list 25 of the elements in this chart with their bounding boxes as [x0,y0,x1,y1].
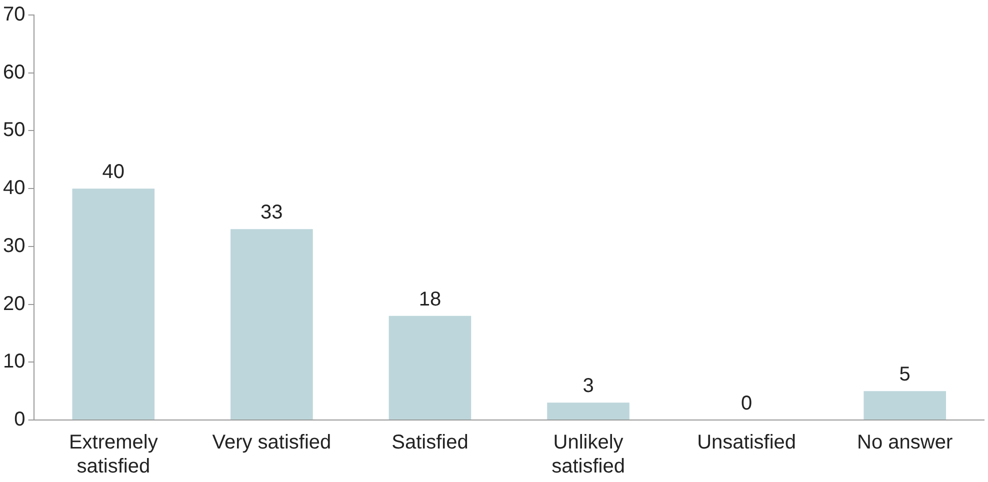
data-label: 40 [102,161,125,184]
y-tick-label: 50 [2,119,26,142]
data-label: 0 [741,392,752,415]
data-label: 33 [260,202,283,224]
y-tick-label: 10 [2,350,26,373]
bar [547,402,630,420]
data-label: 18 [418,288,442,310]
data-label: 5 [899,364,910,386]
bar [388,316,472,420]
y-tick-label: 30 [2,234,26,257]
bar [230,229,313,420]
bar [72,188,155,420]
bar [864,391,946,420]
x-tick-label: Satisfied [392,432,468,454]
x-tick-label: Unsatisfied [697,432,796,454]
y-tick-label: 60 [2,61,26,84]
y-tick-label: 0 [14,408,26,431]
y-tick-label: 20 [2,292,26,315]
x-tick-label: Unlikely satisfied [552,432,625,478]
x-tick-label: No answer [857,432,953,454]
data-label: 3 [582,375,594,398]
y-tick-label: 40 [2,177,26,200]
x-tick-label: Extremely satisfied [68,432,158,478]
x-tick-label: Very satisfied [212,432,332,454]
y-tick-label: 70 [2,4,26,26]
